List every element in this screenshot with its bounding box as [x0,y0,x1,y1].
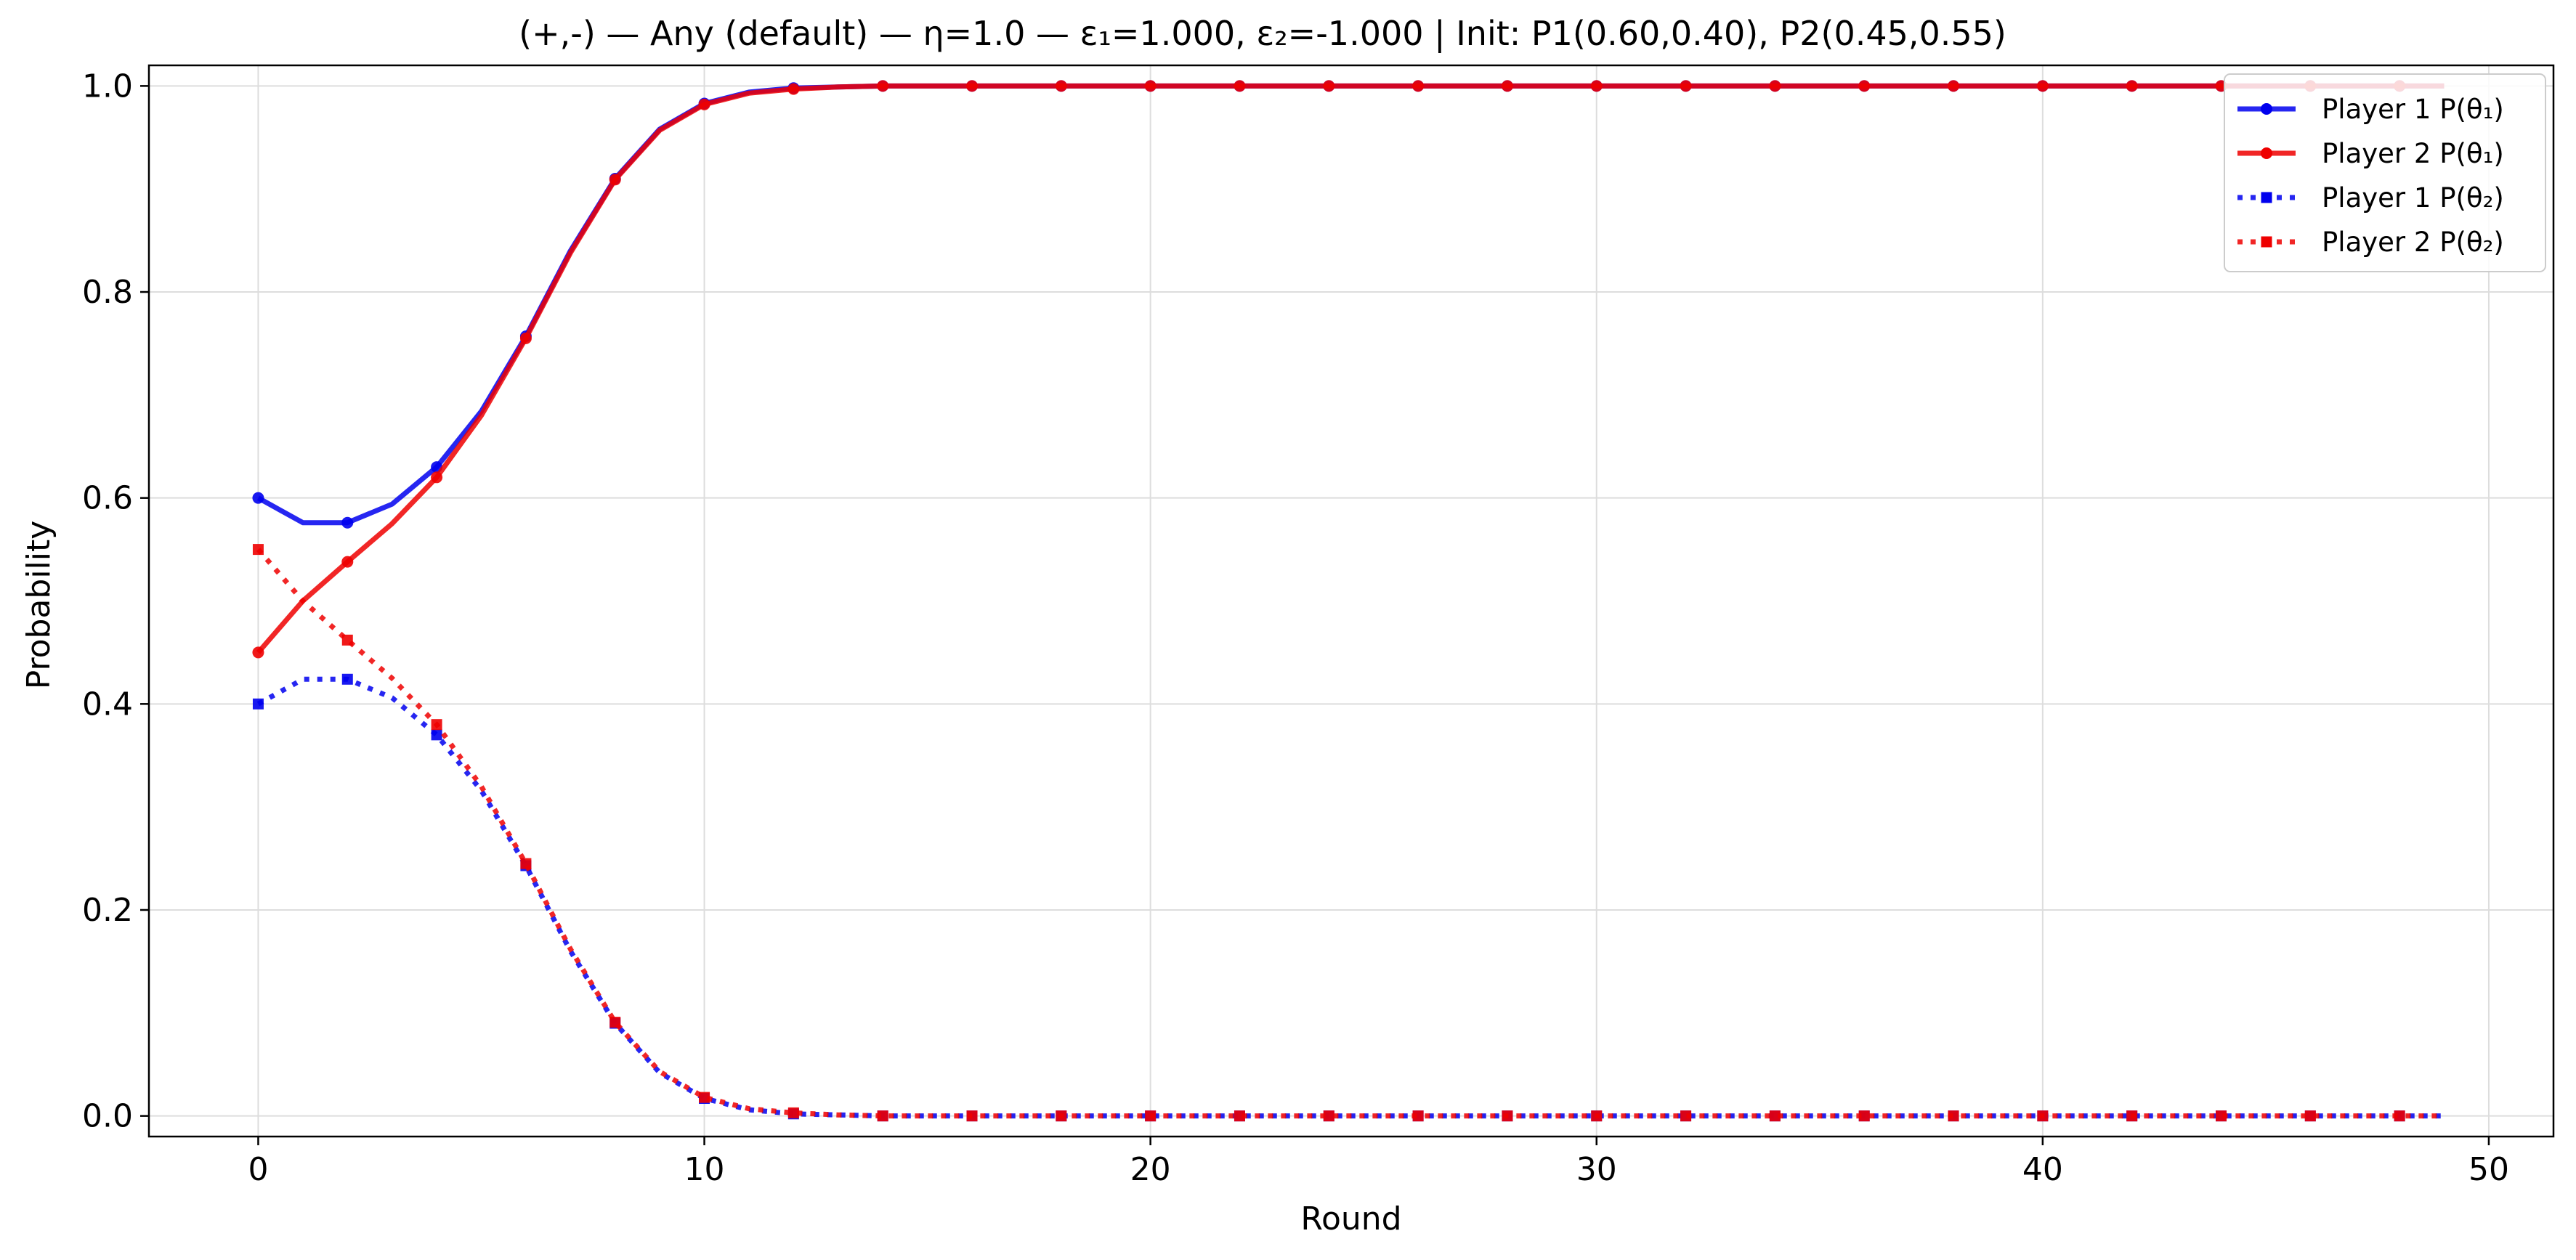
plot-series [252,80,2445,1122]
chart-title: (+,-) — Any (default) — η=1.0 — ε₁=1.000… [519,14,2006,54]
y-tick-label: 0.0 [82,1098,133,1135]
x-tick-label: 40 [2022,1151,2063,1188]
legend-item: Player 2 P(θ₁) [2237,138,2504,169]
data-point [2304,1110,2316,1122]
data-point [1501,80,1513,92]
data-point [1234,1110,1245,1122]
data-point [787,1107,799,1118]
data-point [341,673,353,685]
data-point [1769,1110,1781,1122]
legend-marker [2261,103,2272,115]
legend-label: Player 1 P(θ₂) [2322,182,2504,214]
data-point [1948,1110,1959,1122]
x-tick-label: 0 [248,1151,268,1188]
legend-item: Player 1 P(θ₂) [2237,182,2504,214]
data-point [787,83,800,95]
x-tick-label: 20 [1130,1151,1171,1188]
x-axis-label: Round [1300,1200,1401,1237]
plot-frame [147,64,2555,1138]
data-point [2215,1110,2227,1122]
y-tick-label: 0.2 [82,892,133,929]
x-tick-label: 30 [1576,1151,1617,1188]
data-point [609,1017,621,1028]
series-4 [252,544,2445,1122]
data-point [698,98,710,110]
data-point [2126,1110,2138,1122]
data-point [252,646,264,659]
data-point [252,492,264,504]
legend-marker [2261,147,2272,159]
data-point [966,1110,978,1122]
data-point [2037,1110,2049,1122]
data-point [252,698,264,710]
data-point [609,174,621,186]
data-point [520,858,532,869]
y-tick-label: 1.0 [82,68,133,105]
data-point [341,516,354,529]
data-point [1680,1110,1692,1122]
series-line [256,548,2445,1119]
y-tick-label: 0.8 [82,274,133,311]
x-tick-label: 50 [2468,1151,2509,1188]
data-point [2394,1110,2405,1122]
data-point [1056,1110,1067,1122]
data-point [1591,1110,1603,1122]
data-point [1858,80,1871,92]
data-point [1323,1110,1334,1122]
data-point [1055,80,1067,92]
data-point [1145,1110,1157,1122]
legend-box [2224,73,2546,272]
data-point [519,332,532,344]
data-point [1412,80,1425,92]
data-point [1502,1110,1513,1122]
data-point [1590,80,1603,92]
x-tick-label: 10 [684,1151,725,1188]
data-point [1234,80,1246,92]
data-point [252,544,264,556]
data-point [341,634,353,646]
legend-label: Player 2 P(θ₂) [2322,227,2504,258]
y-tick-label: 0.4 [82,686,133,723]
data-point [1412,1110,1424,1122]
data-point [966,80,979,92]
data-point [1680,80,1692,92]
legend-item: Player 2 P(θ₂) [2237,227,2504,258]
y-axis-label: Probability [20,521,57,690]
data-point [1858,1110,1870,1122]
data-point [431,719,442,731]
axis-ticks: 0 10 20 30 40 50 0.0 0.2 0.4 0.6 0.8 1.0 [82,68,2509,1188]
y-tick-label: 0.6 [82,480,133,517]
legend-label: Player 2 P(θ₁) [2322,138,2504,169]
data-point [2036,80,2049,92]
data-point [431,471,443,484]
data-point [2126,80,2138,92]
legend-marker [2261,192,2272,203]
data-point [1144,80,1157,92]
data-point [699,1092,710,1103]
legend-marker [2261,236,2272,248]
legend-item: Player 1 P(θ₁) [2237,94,2504,125]
data-point [341,556,354,568]
legend-label: Player 1 P(θ₁) [2322,94,2504,125]
series-line [256,83,2445,654]
data-point [877,1110,888,1122]
data-point [1948,80,1960,92]
data-point [877,80,889,92]
data-point [1769,80,1781,92]
data-point [431,729,442,741]
legend: Player 1 P(θ₁) Player 2 P(θ₁) Player 1 P(θ… [2224,73,2546,272]
data-point [1323,80,1335,92]
